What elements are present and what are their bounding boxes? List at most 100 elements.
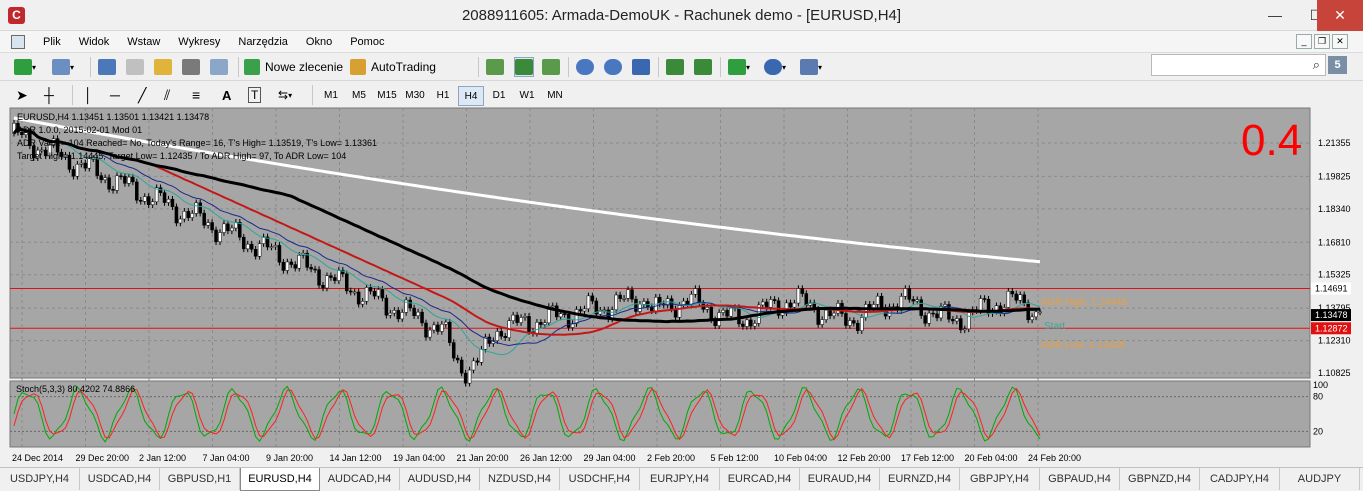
minimize-button[interactable]: —	[1268, 7, 1282, 23]
periods-button[interactable]: ▾	[764, 57, 786, 77]
timeframe-mn[interactable]: MN	[547, 90, 563, 101]
menu-item-3[interactable]: Wykresy	[178, 36, 221, 48]
menu-item-0[interactable]: Plik	[43, 36, 61, 48]
chart-shift-button[interactable]	[694, 57, 712, 77]
zoom-out-button[interactable]	[604, 57, 622, 77]
candle-body	[123, 176, 127, 184]
timeframe-h1[interactable]: H1	[436, 90, 450, 101]
menu-item-5[interactable]: Okno	[305, 36, 333, 48]
tab-usdchf-h4[interactable]: USDCHF,H4	[560, 468, 640, 490]
indicators-button[interactable]: ▾	[728, 57, 750, 77]
candle-body	[547, 306, 551, 324]
tab-eurjpy-h4[interactable]: EURJPY,H4	[640, 468, 720, 490]
strategy-tester-button[interactable]	[210, 57, 228, 77]
candle-body	[341, 269, 345, 275]
tab-euraud-h4[interactable]: EURAUD,H4	[800, 468, 880, 490]
notifications-badge[interactable]: 5	[1328, 56, 1347, 74]
channel-button[interactable]: ⫽	[164, 85, 170, 105]
time-tick-label: 21 Jan 20:00	[457, 453, 509, 463]
crosshair-button[interactable]: ┼	[44, 85, 54, 105]
auto-scroll-button[interactable]	[666, 57, 684, 77]
tab-gbpjpy-h4[interactable]: GBPJPY,H4	[960, 468, 1040, 490]
timeframe-m30[interactable]: M30	[405, 90, 425, 101]
cursor-button[interactable]: ➤	[16, 85, 28, 105]
market-watch-button[interactable]	[98, 57, 116, 77]
ma-teal-line	[13, 127, 1041, 356]
crosshair-icon: ┼	[44, 87, 54, 103]
horizontal-line-button[interactable]: ─	[110, 85, 120, 105]
tab-usdjpy-h4[interactable]: USDJPY,H4	[0, 468, 80, 490]
menu-item-2[interactable]: Wstaw	[127, 36, 161, 48]
search-icon[interactable]: ⌕	[1312, 57, 1320, 72]
tab-audcad-h4[interactable]: AUDCAD,H4	[320, 468, 400, 490]
candle-body	[721, 309, 725, 313]
tab-gbpnzd-h4[interactable]: GBPNZD,H4	[1120, 468, 1200, 490]
price-tick-label: 1.21355	[1318, 138, 1351, 148]
candle-body	[380, 289, 385, 299]
crosshair-nav-button[interactable]	[126, 57, 144, 77]
chart-area[interactable]: 100 80 20 1.21355 1.19825 1.18340 1.16810 1.15…	[0, 107, 1363, 466]
close-button[interactable]: ✕	[1317, 0, 1363, 31]
new-order-icon	[244, 59, 260, 75]
candle-body	[448, 321, 452, 343]
text-button[interactable]: A	[222, 85, 231, 105]
autotrading-button[interactable]: AutoTrading	[350, 57, 436, 77]
tab-gbpaud-h4[interactable]: GBPAUD,H4	[1040, 468, 1120, 490]
line-chart-icon	[542, 59, 560, 75]
candle-body	[20, 132, 24, 135]
text-label-button[interactable]: T	[248, 85, 262, 105]
search-input[interactable]: ⌕	[1151, 54, 1326, 76]
tab-usdcad-h4[interactable]: USDCAD,H4	[80, 468, 160, 490]
tab-nzdusd-h4[interactable]: NZDUSD,H4	[480, 468, 560, 490]
candle-body	[602, 309, 607, 312]
arrows-button[interactable]: ⇆ ▾	[278, 88, 293, 102]
tab-eurnzd-h4[interactable]: EURNZD,H4	[880, 468, 960, 490]
timeframe-m5[interactable]: M5	[352, 90, 366, 101]
candle-body	[539, 322, 543, 325]
candle-body	[245, 243, 250, 250]
tab-eurusd-h4[interactable]: EURUSD,H4	[240, 468, 320, 491]
tab-audjpy[interactable]: AUDJPY	[1280, 468, 1360, 490]
tile-windows-button[interactable]	[632, 57, 650, 77]
chart-window-icon[interactable]	[11, 35, 25, 49]
terminal-button[interactable]	[182, 57, 200, 77]
trendline-button[interactable]: ╱	[138, 85, 146, 105]
fibonacci-button[interactable]: ≡	[192, 85, 200, 105]
new-chart-button[interactable]: ▾	[14, 57, 36, 77]
candle-body	[753, 323, 757, 327]
menu-item-4[interactable]: Narzędzia	[238, 36, 288, 48]
price-chart[interactable]: 100 80 20 1.21355 1.19825 1.18340 1.16810 1.15…	[0, 107, 1363, 466]
main-toolbar: ▾ ▾ Nowe zlecenie AutoTrading ▾ ▾ ▾	[0, 53, 1363, 81]
candle-body	[634, 298, 638, 312]
app-icon[interactable]: C	[8, 7, 25, 24]
profiles-button[interactable]: ▾	[52, 57, 74, 77]
mdi-restore-icon[interactable]: ❐	[1314, 34, 1330, 49]
bar-chart-button[interactable]	[486, 57, 504, 77]
new-order-button[interactable]: Nowe zlecenie	[244, 57, 343, 77]
terminal-icon	[182, 59, 200, 75]
timeframe-m15[interactable]: M15	[377, 90, 397, 101]
tab-eurcad-h4[interactable]: EURCAD,H4	[720, 468, 800, 490]
mdi-close-icon[interactable]: ✕	[1332, 34, 1348, 49]
tab-gbpusd-h1[interactable]: GBPUSD,H1	[160, 468, 240, 490]
candle-body	[230, 227, 234, 232]
timeframe-w1[interactable]: W1	[519, 90, 535, 101]
templates-button[interactable]: ▾	[800, 57, 822, 77]
timeframe-h4[interactable]: H4	[458, 86, 484, 106]
menu-item-1[interactable]: Widok	[78, 36, 110, 48]
candle-body	[162, 192, 167, 203]
candle-body	[36, 149, 40, 158]
candle-body	[139, 199, 143, 202]
candle-chart-button[interactable]	[514, 57, 534, 77]
candle-body	[43, 149, 48, 157]
navigator-button[interactable]	[154, 57, 172, 77]
mdi-minimize-icon[interactable]: _	[1296, 34, 1312, 49]
timeframe-m1[interactable]: M1	[324, 90, 338, 101]
menu-item-6[interactable]: Pomoc	[350, 36, 385, 48]
tab-audusd-h4[interactable]: AUDUSD,H4	[400, 468, 480, 490]
timeframe-d1[interactable]: D1	[492, 90, 506, 101]
vertical-line-button[interactable]: │	[84, 85, 93, 105]
tab-cadjpy-h4[interactable]: CADJPY,H4	[1200, 468, 1280, 490]
zoom-in-button[interactable]	[576, 57, 594, 77]
line-chart-button[interactable]	[542, 57, 560, 77]
